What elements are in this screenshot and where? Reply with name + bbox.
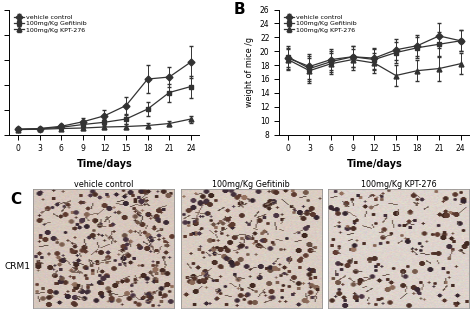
Title: 100mg/Kg Gefitinib: 100mg/Kg Gefitinib (212, 180, 290, 189)
Text: C: C (10, 192, 21, 207)
Y-axis label: weight of mice /g: weight of mice /g (246, 37, 255, 107)
Text: CRM1: CRM1 (5, 262, 31, 271)
Legend: vehicle control, 100mg/Kg Gefitinib, 100mg/Kg KPT-276: vehicle control, 100mg/Kg Gefitinib, 100… (283, 13, 359, 34)
Legend: vehicle control, 100mg/Kg Gefitinib, 100mg/Kg KPT-276: vehicle control, 100mg/Kg Gefitinib, 100… (13, 13, 89, 34)
X-axis label: Time/days: Time/days (346, 159, 402, 169)
Title: 100mg/Kg KPT-276: 100mg/Kg KPT-276 (361, 180, 437, 189)
Text: B: B (234, 2, 246, 17)
X-axis label: Time/days: Time/days (77, 159, 132, 169)
Title: vehicle control: vehicle control (74, 180, 133, 189)
